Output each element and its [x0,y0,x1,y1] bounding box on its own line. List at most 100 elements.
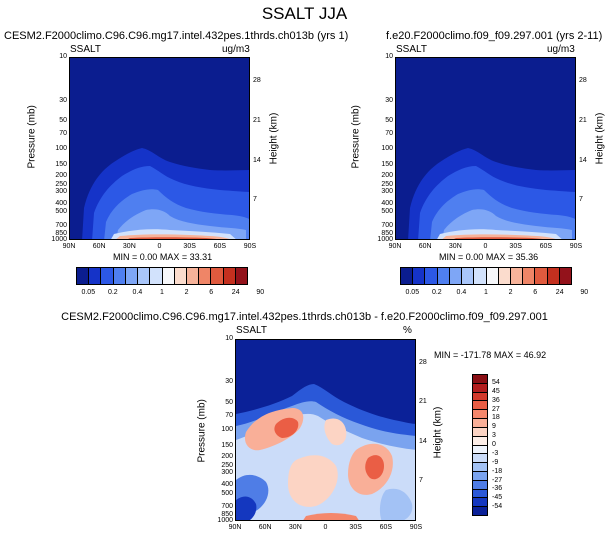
panel3-height-tick-7: 7 [419,477,423,485]
panel3-title: CESM2.F2000climo.C96.C96.mg17.intel.432p… [61,311,548,323]
panel1-height-tick-14: 14 [253,156,261,164]
panel2-colorbar-label-1: 1 [484,289,488,296]
panel3-ytick-400: 400 [221,480,233,488]
panel2-height-tick-7: 7 [579,196,583,204]
panel1-ytick-10: 10 [59,53,67,60]
colorbar-swatch [199,268,212,284]
panel1-colorbar-label-24: 24 [231,289,240,296]
panel3-blob-10 [303,513,359,520]
panel3-xtick-60N: 60N [258,524,272,531]
panel2-ytick-10: 10 [385,53,393,60]
colorbar-swatch [211,268,224,284]
panel1-xtick-90S: 90S [243,243,257,250]
panel1-title: CESM2.F2000climo.C96.C96.mg17.intel.432p… [4,30,349,42]
panel1-colorbar [76,267,248,285]
panel1-colorbar-label-1: 1 [160,289,164,296]
colorbar-swatch [473,454,487,464]
panel3-xtick-90S: 90S [409,524,423,531]
panel3-plot-area [235,339,416,521]
panel1-ylabel-right: Height (km) [268,112,280,165]
colorbar-swatch [559,268,572,284]
panel1-xtick-60S: 60S [213,243,227,250]
panel1-minmax: MIN = 0.00 MAX = 33.31 [113,252,212,262]
panel3-contour-svg [236,340,415,520]
panel3-colorbar-label--54: -54 [492,503,503,511]
panel1-max-value: 33.31 [189,252,213,262]
colorbar-swatch [425,268,438,284]
panel2-units-label: ug/m3 [547,44,575,55]
panel2-colorbar-label-0.05: 0.05 [405,289,420,296]
colorbar-swatch [125,268,139,284]
panel3-ylabel-right: Height (km) [432,406,444,459]
colorbar-swatch [486,268,499,284]
colorbar-swatch [401,268,414,284]
figure-title: SSALT JJA [261,4,348,23]
colorbar-swatch [473,507,487,515]
panel1-ytick-500: 500 [55,208,67,216]
colorbar-swatch [473,419,487,428]
panel2-xtick-90N: 90N [388,243,402,250]
colorbar-swatch [473,392,487,402]
panel3-colorbar-label--18: -18 [492,467,503,475]
panel3-xtick-0: 0 [323,524,328,531]
panel2-min-value: 0.00 [465,252,484,262]
panel2-xtick-90S: 90S [569,243,583,250]
panel3-colorbar-label-54: 54 [492,378,500,386]
colorbar-swatch [223,268,236,284]
panel2-xtick-60N: 60N [418,243,432,250]
panel2-ytick-300: 300 [381,188,393,196]
colorbar-swatch [473,498,487,508]
panel3-colorbar-label--3: -3 [492,449,499,457]
panel2-colorbar-label-2: 2 [508,289,513,296]
colorbar-swatch [473,463,487,472]
panel1-colorbar-label-6: 6 [209,289,214,296]
panel2-minmax: MIN = 0.00 MAX = 35.36 [439,252,538,262]
colorbar-swatch [523,268,536,284]
panel2-xtick-0: 0 [483,243,488,250]
panel1-plot-area [69,57,250,240]
panel2-min-label: MIN = [439,252,464,262]
panel2-ytick-400: 400 [381,199,393,207]
panel1-ytick-50: 50 [59,116,67,124]
panel2-ytick-1000: 1000 [377,236,393,243]
panel3-xtick-30S: 30S [349,524,362,531]
panel3-colorbar-label--45: -45 [492,494,503,502]
colorbar-swatch [162,268,175,284]
panel1-colorbar-label-2: 2 [184,289,189,296]
panel1-ytick-200: 200 [55,172,67,180]
panel1-variable-label: SSALT [70,44,101,55]
panel3-ytick-70: 70 [225,411,233,419]
panel3-blob-8 [236,496,257,520]
panel1-ytick-850: 850 [55,229,67,237]
panel1-colorbar-label-0.05: 0.05 [81,289,96,296]
colorbar-swatch [462,268,475,284]
panel3-height-tick-21: 21 [419,398,427,406]
panel1-ytick-30: 30 [59,96,67,104]
panel1-xtick-0: 0 [157,243,162,250]
panel1-height-tick-21: 21 [253,116,261,124]
panel2-max-label: MAX = [485,252,514,262]
panel1-ytick-1000: 1000 [51,236,67,243]
panel1-xtick-90N: 90N [62,243,76,250]
panel1-ylabel: Pressure (mb) [26,105,38,169]
panel2-ylabel: Pressure (mb) [350,105,362,169]
panel2-colorbar [400,267,572,285]
panel2-xtick-30S: 30S [509,243,522,250]
panel1-max-label: MAX = [159,252,188,262]
colorbar-swatch [473,427,487,437]
panel1-ytick-400: 400 [55,199,67,207]
panel3-ytick-150: 150 [221,442,233,450]
panel3-xtick-60S: 60S [379,524,393,531]
colorbar-swatch [186,268,200,284]
panel2-ytick-150: 150 [381,160,393,168]
panel2-ytick-50: 50 [385,116,393,124]
panel3-colorbar-label-27: 27 [492,405,500,413]
panel2-xtick-30N: 30N [448,243,462,250]
panel3-xtick-30N: 30N [288,524,302,531]
panel1-colorbar-label-0.2: 0.2 [107,289,118,296]
panel3-ytick-30: 30 [225,378,233,386]
panel1-colorbar-label-90: 90 [256,289,265,296]
panel2-ytick-200: 200 [381,172,393,180]
panel2-level-7 [454,237,543,239]
panel1-ytick-250: 250 [55,180,67,188]
